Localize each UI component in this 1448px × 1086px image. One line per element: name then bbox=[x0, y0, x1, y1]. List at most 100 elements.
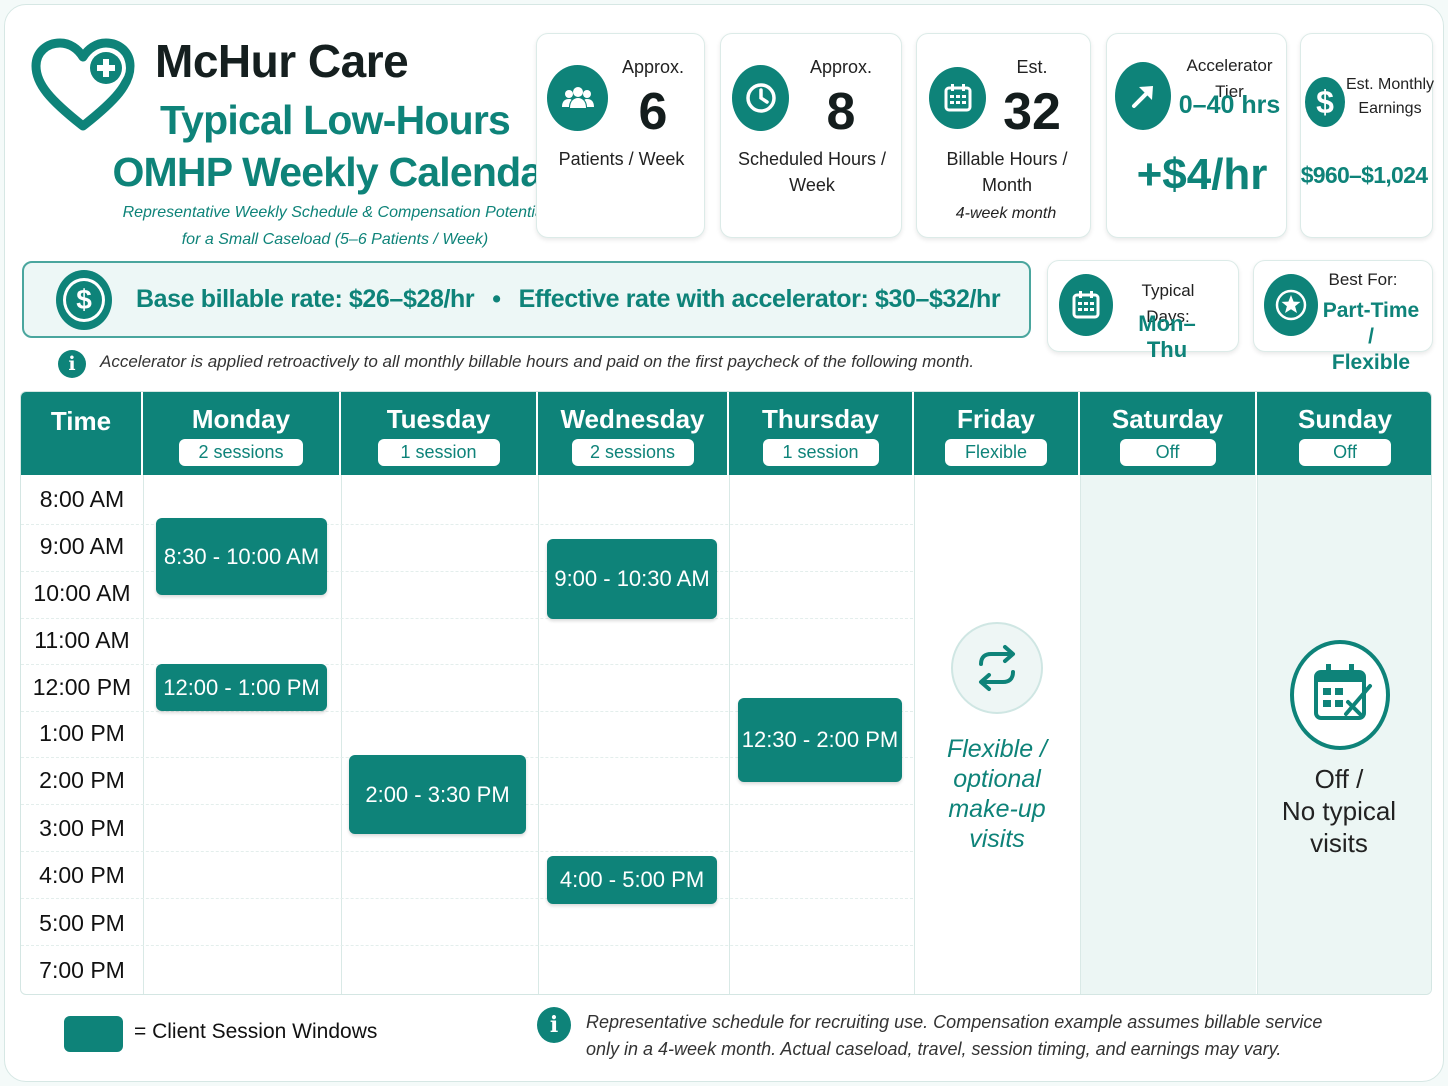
billable-label-line-1: Billable Hours / bbox=[946, 149, 1068, 169]
column-divider bbox=[729, 475, 730, 994]
saturday-shade bbox=[1080, 475, 1256, 994]
day-name: Sunday bbox=[1298, 404, 1392, 434]
subtitle-line-1: Representative Weekly Schedule & Compens… bbox=[122, 204, 548, 221]
stat-card-patients: Approx. 6 Patients / Week bbox=[536, 33, 705, 238]
column-divider bbox=[341, 475, 342, 994]
weekend-note-line: Off / bbox=[1314, 764, 1364, 794]
calendar-off-icon bbox=[1290, 640, 1390, 750]
patients-value: 6 bbox=[638, 83, 668, 141]
session-block[interactable]: 9:00 - 10:30 AM bbox=[547, 539, 717, 619]
friday-flexible-note: Flexible / optional make-up visits bbox=[914, 734, 1080, 854]
hours-label-line-2: Week bbox=[789, 175, 835, 195]
friday-note-line: make-up bbox=[948, 795, 1046, 823]
rate-banner: $ Base billable rate: $26–$28/hr • Effecti… bbox=[22, 261, 1031, 338]
day-header-sunday: Sunday Off bbox=[1257, 392, 1431, 475]
brand-name: McHur Care bbox=[155, 35, 409, 87]
disclaimer-line-2: only in a 4-week month. Actual caseload,… bbox=[586, 1039, 1282, 1059]
session-block[interactable]: 8:30 - 10:00 AM bbox=[156, 518, 327, 595]
title-line-1: Typical Low-Hours bbox=[159, 97, 511, 143]
best-for-label: Best For: bbox=[1328, 270, 1398, 289]
friday-note-line: optional bbox=[953, 765, 1041, 793]
time-label: 4:00 PM bbox=[39, 862, 125, 888]
weekly-calendar: Time Monday 2 sessions Tuesday 1 session W… bbox=[20, 391, 1432, 995]
day-name: Wednesday bbox=[560, 404, 705, 434]
calendar-icon bbox=[929, 67, 986, 129]
row-divider bbox=[21, 618, 913, 619]
day-header-saturday: Saturday Off bbox=[1080, 392, 1257, 475]
hours-label: Scheduled Hours / Week bbox=[721, 146, 903, 198]
clock-icon bbox=[732, 65, 789, 131]
row-divider bbox=[21, 664, 913, 665]
legend-label: = Client Session Windows bbox=[134, 1020, 378, 1043]
day-name: Tuesday bbox=[386, 404, 491, 434]
stat-card-earnings: $ Est. Monthly Earnings $960–$1,024 bbox=[1300, 33, 1435, 238]
day-name: Thursday bbox=[761, 404, 880, 434]
session-block[interactable]: 2:00 - 3:30 PM bbox=[349, 755, 526, 834]
row-divider bbox=[21, 524, 913, 525]
day-header-wednesday: Wednesday 2 sessions bbox=[538, 392, 729, 475]
weekend-note-line: visits bbox=[1310, 828, 1368, 858]
time-label: 7:00 PM bbox=[39, 957, 125, 983]
row-divider bbox=[21, 711, 913, 712]
hours-label-line-1: Scheduled Hours / bbox=[737, 149, 887, 169]
best-for-value-line-1: Part-Time / bbox=[1322, 299, 1420, 348]
column-divider bbox=[538, 475, 539, 994]
day-name: Monday bbox=[191, 404, 291, 434]
friday-note-line: Flexible / bbox=[946, 735, 1048, 763]
heart-plus-logo-icon bbox=[31, 38, 135, 131]
day-badge: Off bbox=[1299, 439, 1391, 466]
weekend-off-note: Off / No typical visits bbox=[1257, 763, 1421, 859]
info-icon: i bbox=[58, 350, 86, 378]
time-label: 1:00 PM bbox=[39, 720, 125, 746]
friday-note-line: visits bbox=[969, 825, 1025, 853]
time-column-header: Time bbox=[21, 392, 143, 475]
day-badge: 1 session bbox=[762, 439, 879, 466]
session-block[interactable]: 4:00 - 5:00 PM bbox=[547, 856, 717, 904]
session-block[interactable]: 12:00 - 1:00 PM bbox=[156, 664, 327, 711]
accelerator-note: Accelerator is applied retroactively to … bbox=[100, 352, 975, 371]
session-block[interactable]: 12:30 - 2:00 PM bbox=[738, 698, 902, 782]
row-divider bbox=[21, 945, 913, 946]
day-header-monday: Monday 2 sessions bbox=[143, 392, 341, 475]
day-name: Friday bbox=[956, 404, 1036, 434]
time-label: 12:00 PM bbox=[32, 674, 132, 700]
column-divider bbox=[1257, 475, 1258, 994]
stat-card-accelerator-tier: Accelerator Tier 0–40 hrs +$4/hr bbox=[1106, 33, 1287, 238]
billable-note: 4-week month bbox=[955, 205, 1057, 222]
tier-top-label: Accelerator Tier bbox=[1186, 56, 1273, 101]
people-icon bbox=[547, 65, 608, 131]
best-for-value-line-2: Flexible bbox=[1331, 351, 1411, 374]
billable-label: Billable Hours / Month bbox=[917, 146, 1097, 198]
arrow-up-right-icon bbox=[1115, 62, 1171, 130]
day-badge: 1 session bbox=[377, 439, 500, 466]
day-header-thursday: Thursday 1 session bbox=[729, 392, 914, 475]
patients-top-label: Approx. bbox=[621, 57, 685, 77]
tier-range: 0–40 hrs bbox=[1178, 91, 1281, 119]
page-title: Typical Low-Hours OMHP Weekly Calendar bbox=[90, 94, 580, 198]
column-divider bbox=[914, 475, 915, 994]
column-divider bbox=[143, 475, 144, 994]
earnings-top-line-1: Est. Monthly bbox=[1345, 76, 1435, 93]
time-label: 2:00 PM bbox=[39, 767, 125, 793]
day-header-friday: Friday Flexible bbox=[914, 392, 1080, 475]
info-icon: i bbox=[537, 1007, 571, 1043]
day-badge: Off bbox=[1119, 439, 1216, 466]
time-label: 11:00 AM bbox=[34, 627, 130, 653]
subtitle-line-2: for a Small Caseload (5–6 Patients / Wee… bbox=[181, 231, 489, 248]
time-header-label: Time bbox=[50, 406, 112, 436]
day-name: Saturday bbox=[1111, 404, 1224, 434]
row-divider bbox=[21, 898, 913, 899]
billable-value: 32 bbox=[1003, 83, 1061, 141]
billable-top-label: Est. bbox=[1016, 57, 1048, 77]
best-for-value: Part-Time / Flexible bbox=[1318, 298, 1424, 376]
star-icon bbox=[1264, 274, 1318, 336]
effective-rate: Effective rate with accelerator: $30–$32… bbox=[518, 285, 1001, 313]
hours-value: 8 bbox=[826, 83, 856, 141]
day-badge: 2 sessions bbox=[571, 439, 694, 466]
earnings-top-label: Est. Monthly Earnings bbox=[1345, 73, 1435, 121]
earnings-value: $960–$1,024 bbox=[1300, 162, 1428, 188]
column-divider bbox=[1080, 475, 1081, 994]
dollar-circle-icon: $ bbox=[56, 270, 112, 330]
base-rate: Base billable rate: $26–$28/hr bbox=[136, 285, 475, 313]
typical-days-label: Typical Days: bbox=[1141, 281, 1195, 326]
